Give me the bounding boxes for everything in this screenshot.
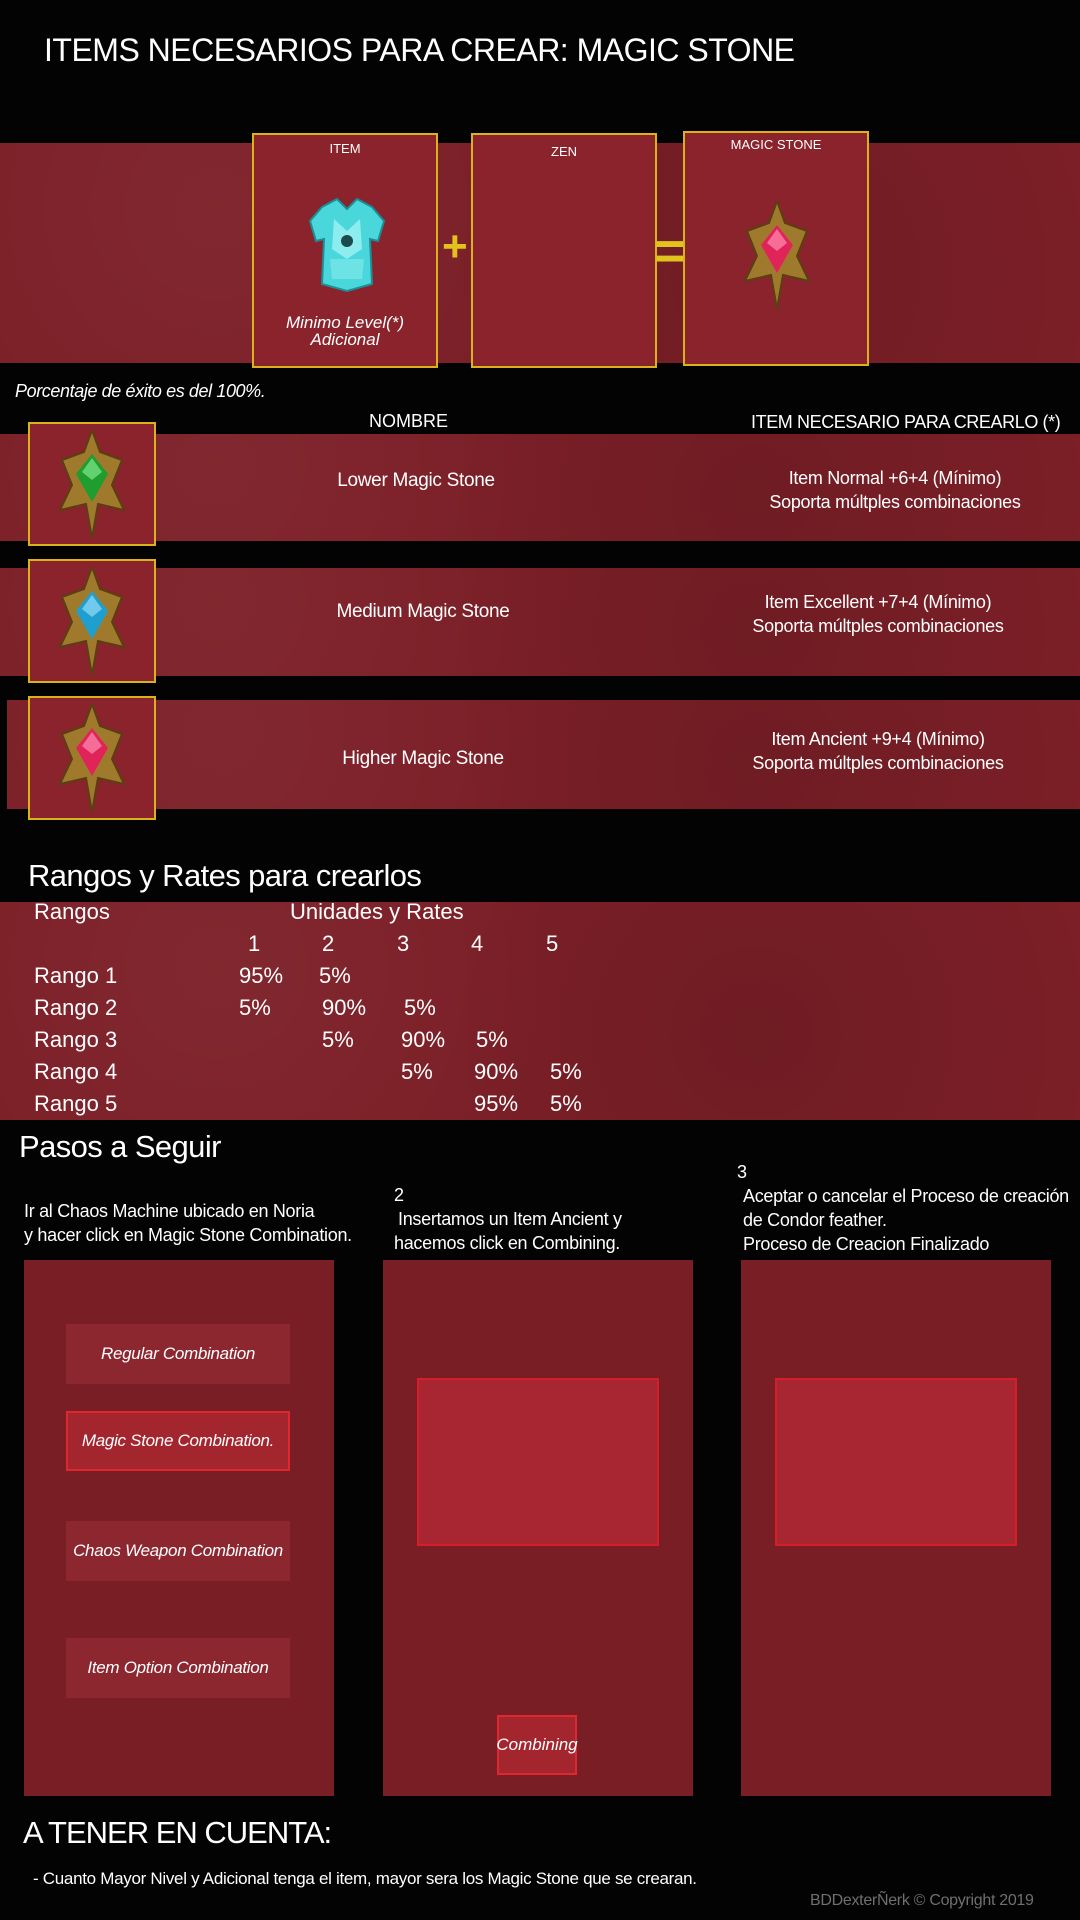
rates-cell: 90% [322, 995, 367, 1020]
stone-icon-box [28, 696, 156, 820]
slot-zen[interactable]: ZEN [471, 133, 657, 368]
magic-stone-combination-button[interactable]: Magic Stone Combination. [66, 1411, 290, 1471]
lower-magic-stone-icon [58, 430, 126, 539]
copyright-text: BDDexterÑerk © Copyright 2019 [810, 1892, 1034, 1909]
steps-title: Pasos a Seguir [19, 1129, 221, 1164]
slot-item-note-1: Minimo Level(*) [285, 313, 405, 332]
chaos-weapon-combination-button[interactable]: Chaos Weapon Combination [66, 1521, 290, 1581]
stone-row-band [0, 434, 1080, 541]
rates-cell: 5% [401, 1059, 433, 1084]
equals-sign: = [654, 221, 686, 281]
rates-cell: 95% [474, 1091, 519, 1116]
rates-band [0, 902, 1080, 1120]
rates-cell: 90% [401, 1027, 446, 1052]
step3-number: 3 [737, 1162, 747, 1182]
slot-result[interactable]: MAGIC STONE [683, 131, 869, 366]
item-option-combination-button[interactable]: Item Option Combination [66, 1638, 290, 1698]
stone-icon-box [28, 559, 156, 683]
slot-item-label: ITEM [329, 141, 361, 156]
step1-text: Ir al Chaos Machine ubicado en Noria y h… [24, 1199, 352, 1247]
slot-item-note-2: Adicional [310, 330, 380, 349]
step3-line: Proceso de Creacion Finalizado [743, 1234, 990, 1254]
combining-button[interactable]: Combining [496, 1715, 578, 1775]
step2-number: 2 [394, 1185, 404, 1205]
insert-item-panel: Combining [383, 1260, 693, 1796]
rates-unit-header: 3 [397, 931, 410, 956]
higher-magic-stone-icon [58, 704, 126, 813]
stone-requirement-line: Item Normal +6+4 (Mínimo) [788, 468, 1002, 488]
stone-requirement: Item Normal +6+4 (Mínimo) Soporta múltpl… [700, 466, 1080, 514]
rates-row-label: Rango 3 [34, 1027, 118, 1052]
step1-line: Ir al Chaos Machine ubicado en Noria [24, 1201, 315, 1221]
stone-name: Higher Magic Stone [342, 748, 504, 769]
step2-line: hacemos click en Combining. [394, 1233, 621, 1253]
stone-requirement: Item Ancient +9+4 (Mínimo) Soporta múltp… [682, 727, 1074, 775]
rates-title: Rangos y Rates para crearlos [28, 858, 422, 893]
rates-row-label: Rango 1 [34, 963, 118, 988]
plus-sign: + [442, 222, 468, 271]
notes-title: A TENER EN CUENTA: [23, 1815, 332, 1850]
chaos-machine-menu-panel: Regular Combination Magic Stone Combinat… [24, 1260, 334, 1796]
slot-result-label: MAGIC STONE [730, 137, 822, 152]
success-rate-text: Porcentaje de éxito es del 100%. [15, 381, 266, 401]
notes-text: - Cuanto Mayor Nivel y Adicional tenga e… [33, 1869, 697, 1888]
step2-text: 2 Insertamos un Item Ancient y hacemos c… [394, 1183, 622, 1255]
item-drop-area[interactable] [417, 1378, 659, 1546]
step1-line: y hacer click en Magic Stone Combination… [24, 1225, 352, 1245]
rates-row-label: Rango 5 [34, 1091, 118, 1116]
slot-zen-label: ZEN [551, 144, 577, 159]
rates-col-units: Unidades y Rates [290, 899, 464, 924]
stone-name: Lower Magic Stone [337, 470, 495, 491]
armor-icon [308, 197, 386, 293]
rates-cell: 95% [239, 963, 284, 988]
step3-text: 3 Aceptar o cancelar el Proceso de creac… [737, 1160, 1069, 1256]
rates-col-ranges: Rangos [34, 899, 110, 924]
rates-cell: 5% [476, 1027, 508, 1052]
higher-magic-stone-icon [743, 201, 811, 310]
rates-unit-header: 4 [471, 931, 484, 956]
stone-requirement-line: Soporta múltples combinaciones [752, 616, 1004, 636]
stone-requirement-line: Soporta múltples combinaciones [769, 492, 1021, 512]
rates-cell: 5% [550, 1059, 582, 1084]
stone-requirement-line: Item Ancient +9+4 (Mínimo) [771, 729, 985, 749]
regular-combination-button[interactable]: Regular Combination [66, 1324, 290, 1384]
rates-cell: 5% [239, 995, 271, 1020]
stone-requirement: Item Excellent +7+4 (Mínimo) Soporta múl… [682, 590, 1074, 638]
rates-row-label: Rango 4 [34, 1059, 118, 1084]
rates-cell: 90% [474, 1059, 519, 1084]
result-area [775, 1378, 1017, 1546]
result-panel [741, 1260, 1051, 1796]
step2-line: Insertamos un Item Ancient y [398, 1209, 622, 1229]
rates-cell: 5% [319, 963, 351, 988]
stone-name: Medium Magic Stone [336, 601, 510, 622]
step3-line: de Condor feather. [743, 1210, 887, 1230]
rates-row-label: Rango 2 [34, 995, 118, 1020]
stone-row-band [7, 700, 1080, 809]
stone-icon-box [28, 422, 156, 546]
stone-row-band [0, 568, 1080, 676]
page-title: ITEMS NECESARIOS PARA CREAR: MAGIC STONE [44, 32, 795, 68]
rates-unit-header: 5 [546, 931, 559, 956]
medium-magic-stone-icon [58, 567, 126, 676]
rates-cell: 5% [550, 1091, 582, 1116]
rates-cell: 5% [404, 995, 436, 1020]
col-header-requirement: ITEM NECESARIO PARA CREARLO (*) [751, 412, 1061, 432]
col-header-name: NOMBRE [369, 411, 449, 431]
stone-requirement-line: Item Excellent +7+4 (Mínimo) [764, 592, 992, 612]
stone-requirement-line: Soporta múltples combinaciones [752, 753, 1004, 773]
rates-unit-header: 1 [248, 931, 261, 956]
rates-cell: 5% [322, 1027, 354, 1052]
step3-line: Aceptar o cancelar el Proceso de creació… [743, 1186, 1069, 1206]
slot-item[interactable]: ITEM Minimo Level(*) Adicional [252, 133, 438, 368]
rates-unit-header: 2 [322, 931, 335, 956]
